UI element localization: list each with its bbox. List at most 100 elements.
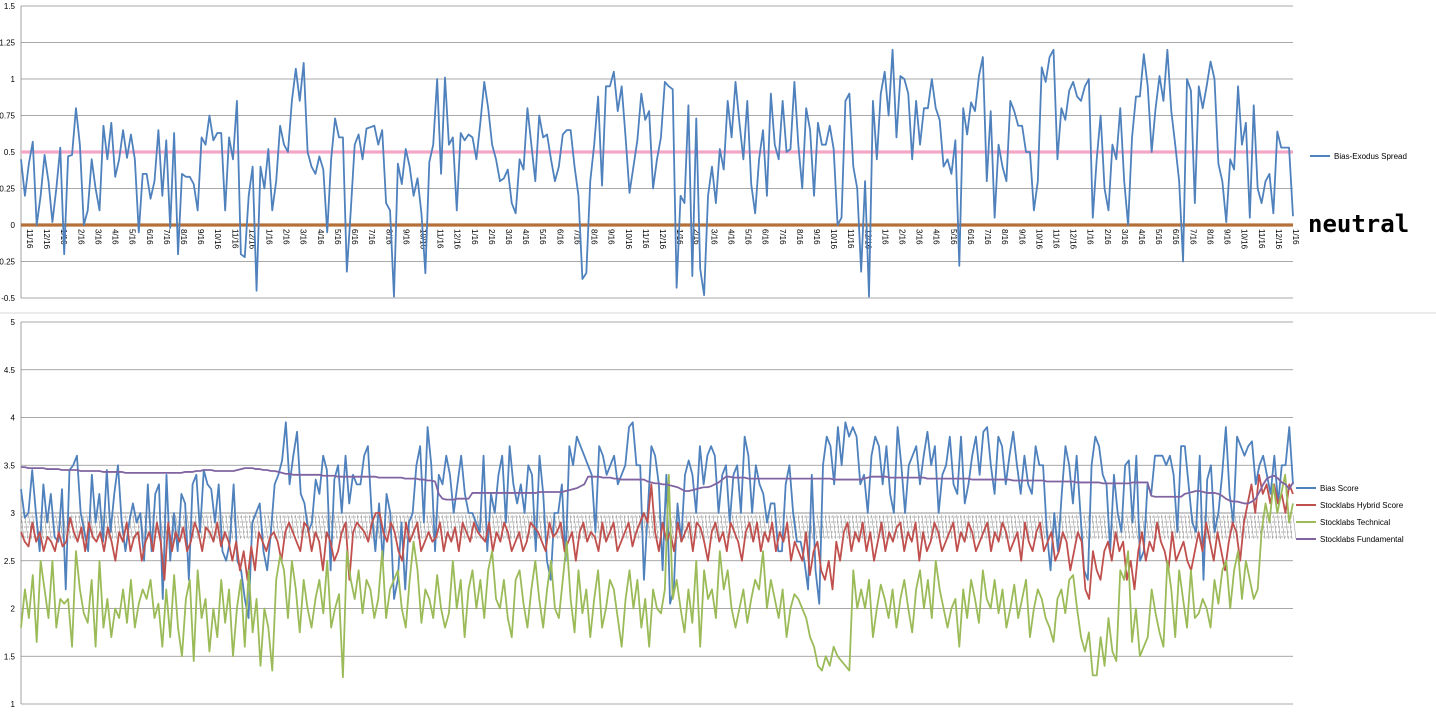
spread-x-tick-label: 12/16 xyxy=(1274,229,1283,250)
spread-x-tick-label: 12/16 xyxy=(42,229,51,250)
scores-y-tick-label: 5 xyxy=(11,318,16,327)
spread-x-tick-label: 11/16 xyxy=(846,229,855,249)
spread-y-tick-label: 0.75 xyxy=(0,112,16,121)
spread-y-tick-label: 1 xyxy=(11,75,16,84)
spread-x-tick-label: 5/16 xyxy=(333,229,342,245)
spread-x-tick-label: 3/16 xyxy=(709,229,718,245)
scores-x-tick-mark xyxy=(1292,514,1297,540)
spread-x-tick-label: 6/16 xyxy=(350,229,359,245)
spread-x-tick-label: 4/16 xyxy=(1137,229,1146,245)
spread-x-tick-label: 7/16 xyxy=(983,229,992,245)
scores-x-tick-mark xyxy=(937,514,941,540)
spread-x-tick-label: 1/16 xyxy=(880,229,889,245)
scores-x-tick-mark xyxy=(883,514,887,540)
spread-x-tick-label: 10/16 xyxy=(1034,229,1043,250)
spread-chart-series xyxy=(20,48,1294,298)
scores-x-tick-mark xyxy=(78,514,83,540)
scores-x-tick-mark xyxy=(616,514,620,540)
spread-x-tick-label: 3/16 xyxy=(93,229,102,245)
scores-x-tick-mark xyxy=(1134,514,1138,540)
scores-legend-label: Stocklabs Hybrid Score xyxy=(1320,501,1404,510)
scores-x-tick-mark xyxy=(817,514,821,540)
spread-x-tick-label: 10/16 xyxy=(1240,229,1249,250)
scores-x-tick-mark xyxy=(345,514,349,540)
scores-x-tick-mark xyxy=(1188,514,1192,540)
scores-x-tick-mark xyxy=(225,514,230,540)
scores-x-tick-mark xyxy=(589,514,593,540)
spread-y-tick-label: 0.25 xyxy=(0,185,16,194)
spread-x-tick-label: 11/16 xyxy=(230,229,239,249)
scores-x-tick-mark xyxy=(747,514,752,540)
spread-x-tick-label: 9/16 xyxy=(1223,229,1232,245)
scores-x-tick-mark xyxy=(1041,514,1045,540)
spread-series-line-0 xyxy=(20,48,1294,298)
spread-x-tick-label: 6/16 xyxy=(761,229,770,245)
spread-x-tick-label: 4/16 xyxy=(521,229,530,245)
scores-x-tick-mark xyxy=(960,514,964,540)
scores-x-tick-mark xyxy=(264,514,268,540)
scores-x-tick-mark xyxy=(1029,514,1034,540)
scores-x-tick-mark xyxy=(828,514,833,540)
spread-x-tick-label: 6/16 xyxy=(145,229,154,245)
spread-chart: -0.5 -0.25 0 0.25 0.5 0.75 1 1.25 1.5 11/16 12/16… xyxy=(0,2,1407,303)
spread-x-tick-label: 9/16 xyxy=(1017,229,1026,245)
scores-series-line-2 xyxy=(20,473,1294,679)
spread-x-tick-label: 2/16 xyxy=(487,229,496,245)
spread-x-tick-label: 11/16 xyxy=(1052,229,1061,249)
scores-y-tick-label: 3 xyxy=(11,509,16,518)
spread-x-tick-label: 9/16 xyxy=(607,229,616,245)
spread-x-tick-label: 9/16 xyxy=(401,229,410,245)
scores-x-tick-mark xyxy=(1122,514,1127,540)
scores-x-tick-mark xyxy=(573,514,578,540)
scores-x-tick-mark xyxy=(318,514,322,540)
scores-x-tick-mark xyxy=(480,514,485,540)
scores-x-tick-mark xyxy=(24,514,29,540)
scores-x-tick-mark xyxy=(975,514,980,540)
scores-x-tick-mark xyxy=(241,514,245,540)
spread-x-tick-label: 2/16 xyxy=(76,229,85,245)
spread-x-tick-label: 7/16 xyxy=(573,229,582,245)
spread-x-tick-label: 5/16 xyxy=(744,229,753,245)
spread-x-tick-label: 6/16 xyxy=(966,229,975,245)
scores-y-tick-label: 3.5 xyxy=(4,461,16,470)
spread-x-tick-label: 5/16 xyxy=(1154,229,1163,245)
spread-x-tick-label: 8/16 xyxy=(1000,229,1009,245)
spread-x-tick-label: 11/16 xyxy=(641,229,650,249)
scores-x-tick-mark xyxy=(654,514,659,540)
scores-x-tick-mark xyxy=(519,514,523,540)
spread-x-tick-label: 1/16 xyxy=(265,229,274,245)
spread-x-tick-label: 12/16 xyxy=(247,229,256,250)
scores-x-tick-mark xyxy=(736,514,740,540)
scores-x-tick-mark xyxy=(964,514,968,540)
spread-x-tick-label: 10/16 xyxy=(624,229,633,250)
scores-series-line-3 xyxy=(21,466,1294,505)
scores-x-tick-mark xyxy=(801,514,806,540)
scores-x-tick-mark xyxy=(1161,514,1165,540)
scores-x-tick-mark xyxy=(187,514,191,540)
scores-x-tick-mark xyxy=(442,514,446,540)
spread-x-tick-label: 7/16 xyxy=(367,229,376,245)
spread-x-tick-label: 2/16 xyxy=(282,229,291,245)
scores-y-tick-label: 4.5 xyxy=(4,366,16,375)
scores-x-tick-mark xyxy=(411,514,415,540)
spread-x-tick-label: 5/16 xyxy=(538,229,547,245)
spread-x-tick-label: 3/16 xyxy=(915,229,924,245)
scores-x-tick-mark xyxy=(415,514,419,540)
scores-x-tick-mark xyxy=(585,514,589,540)
spread-x-tick-label: 3/16 xyxy=(1120,229,1129,245)
scores-x-tick-mark xyxy=(361,514,365,540)
spread-x-tick-label: 11/16 xyxy=(25,229,34,249)
scores-x-tick-mark xyxy=(279,514,284,540)
spread-x-tick-label: 6/16 xyxy=(1171,229,1180,245)
scores-chart: 1 1.5 2 2.5 3 3.5 4 4.5 5 Bias Score Stocklabs Hy… xyxy=(4,318,1404,709)
scores-y-tick-label: 4 xyxy=(11,414,16,423)
spread-x-tick-label: 9/16 xyxy=(196,229,205,245)
spread-y-tick-label: 1.25 xyxy=(0,39,16,48)
scores-series-line-1 xyxy=(20,473,1294,600)
scores-x-tick-mark xyxy=(790,514,794,540)
spread-x-tick-label: 4/16 xyxy=(111,229,120,245)
scores-x-tick-mark xyxy=(1068,514,1072,540)
spread-x-tick-label: 11/16 xyxy=(1257,229,1266,249)
spread-x-tick-label: 12/16 xyxy=(658,229,667,250)
